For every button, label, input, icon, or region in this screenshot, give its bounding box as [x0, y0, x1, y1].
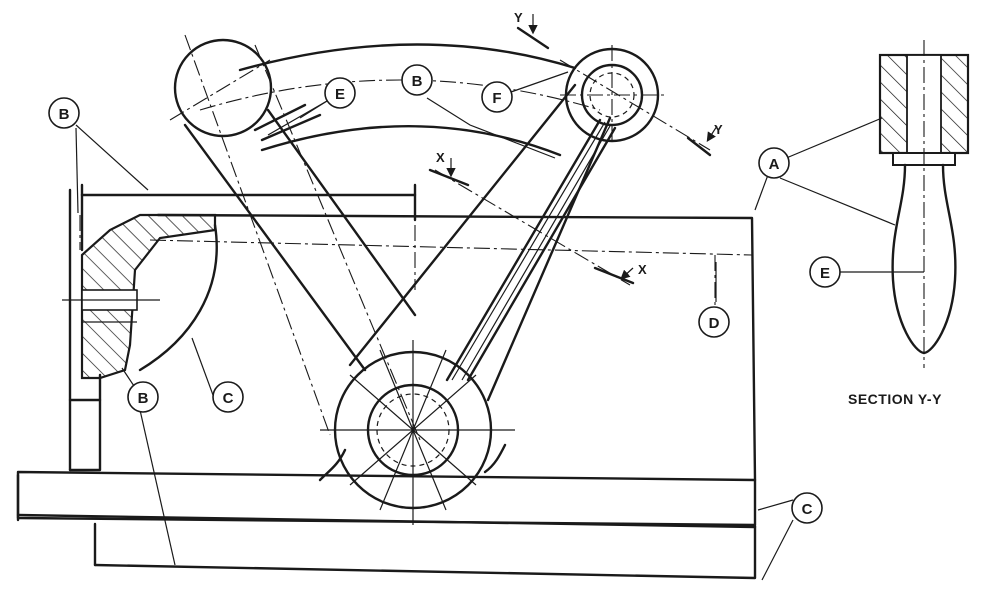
lower-pivot	[320, 340, 515, 525]
svg-text:B: B	[138, 390, 149, 407]
section-mark-x-bottom: X	[638, 262, 647, 277]
upper-boss	[560, 45, 668, 145]
svg-text:C: C	[802, 501, 813, 518]
callout-f: F	[481, 81, 513, 113]
section-y-y-view	[878, 40, 970, 368]
base-bed	[16, 470, 757, 580]
section-mark-y-right: Y	[714, 122, 723, 137]
callout-b-top: B	[401, 64, 433, 96]
callout-b-left: B	[48, 97, 80, 129]
svg-text:D: D	[709, 315, 720, 332]
callout-e-top: E	[324, 77, 356, 109]
svg-text:B: B	[412, 73, 423, 90]
svg-text:A: A	[769, 156, 780, 173]
leader-lines	[75, 71, 924, 581]
svg-text:E: E	[820, 265, 830, 282]
callout-a: A	[758, 147, 790, 179]
callout-e-handle: E	[809, 256, 841, 288]
callout-b-bottom: B	[127, 381, 159, 413]
svg-text:E: E	[335, 86, 345, 103]
arc-slot	[199, 43, 601, 157]
main-body	[68, 183, 757, 482]
connecting-rod	[445, 118, 617, 382]
callout-c-cam: C	[212, 381, 244, 413]
callout-d: D	[698, 306, 730, 338]
svg-text:C: C	[223, 390, 234, 407]
section-marks: X X Y Y	[428, 10, 723, 285]
swing-arm	[173, 38, 612, 402]
centre-lines	[79, 34, 753, 441]
svg-text:F: F	[492, 90, 501, 107]
section-mark-y-top: Y	[514, 10, 523, 25]
callout-c-base: C	[791, 492, 823, 524]
svg-text:B: B	[59, 106, 70, 123]
left-section-hatched	[62, 213, 217, 380]
section-mark-x-top: X	[436, 150, 445, 165]
section-caption: SECTION Y-Y	[848, 391, 942, 407]
